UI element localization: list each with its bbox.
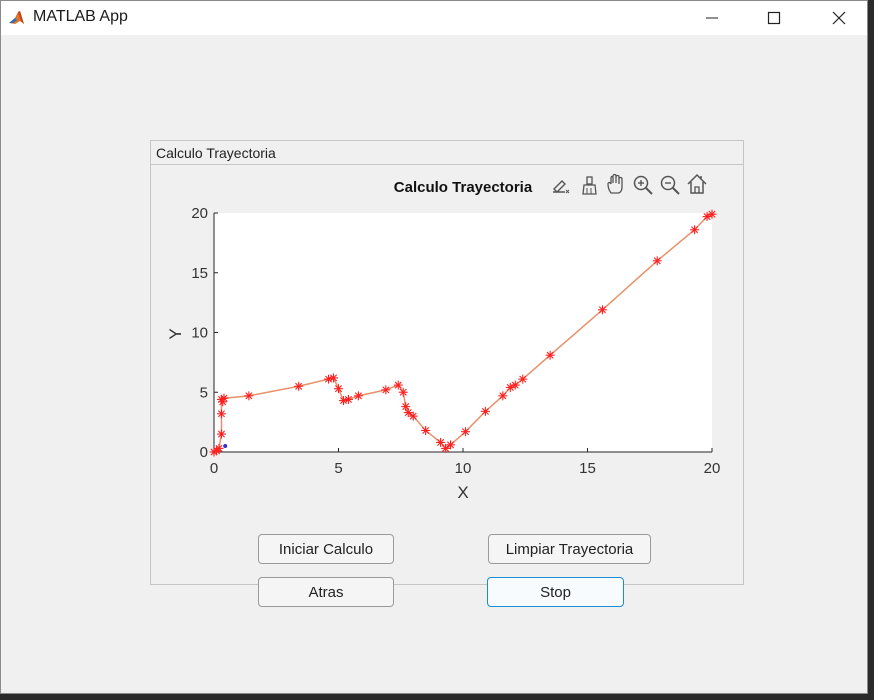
- y-tick-label: 10: [191, 325, 208, 342]
- trajectory-point: [244, 391, 254, 401]
- y-tick-label: 15: [191, 265, 208, 282]
- trajectory-point: [460, 427, 470, 437]
- minimize-button[interactable]: [689, 1, 735, 35]
- data-brush-icon[interactable]: [582, 176, 597, 195]
- trajectory-point: [353, 391, 363, 401]
- y-tick-label: 5: [200, 384, 208, 401]
- atras-button[interactable]: Atras: [258, 577, 394, 607]
- trajectory-point: [381, 385, 391, 395]
- trajectory-point: [518, 374, 528, 384]
- brush-edit-icon[interactable]: [553, 180, 570, 194]
- maximize-icon: [767, 11, 781, 25]
- trajectory-axes[interactable]: Calculo Trayectoria: [151, 166, 743, 501]
- trajectory-point: [343, 394, 353, 404]
- x-tick-label: 20: [704, 460, 721, 477]
- trajectory-point: [219, 393, 229, 403]
- window-title: MATLAB App: [33, 8, 128, 25]
- trajectory-point: [408, 411, 418, 421]
- zoom-out-icon[interactable]: [660, 175, 680, 195]
- x-axis-label: X: [457, 483, 468, 501]
- x-tick-label: 15: [579, 460, 596, 477]
- trajectory-point: [334, 384, 343, 394]
- y-tick-label: 20: [191, 205, 208, 222]
- trajectory-point: [597, 305, 607, 315]
- trajectory-panel: Calculo Trayectoria Calculo Trayectoria: [150, 140, 744, 607]
- trajectory-point: [403, 408, 413, 418]
- trajectory-point: [216, 429, 226, 439]
- title-bar[interactable]: MATLAB App: [1, 1, 867, 35]
- trajectory-point: [690, 225, 700, 235]
- trajectory-point: [446, 440, 456, 450]
- trajectory-point: [436, 437, 446, 447]
- trajectory-point: [707, 209, 717, 219]
- panel-title: Calculo Trayectoria: [151, 141, 743, 165]
- matlab-logo-icon: [9, 11, 24, 24]
- maximize-button[interactable]: [751, 1, 797, 35]
- trajectory-point: [441, 443, 451, 453]
- x-tick-label: 5: [334, 460, 342, 477]
- trajectory-point: [398, 387, 408, 397]
- trajectory-point: [480, 406, 490, 416]
- trajectory-point: [294, 381, 304, 391]
- zoom-in-icon[interactable]: [633, 175, 653, 195]
- axis-ticks: 0 5 10 15 20 0 5 10 15 20: [191, 205, 720, 477]
- iniciar-calculo-button[interactable]: Iniciar Calculo: [258, 534, 394, 564]
- x-tick-label: 0: [210, 460, 218, 477]
- limpiar-trayectoria-button[interactable]: Limpiar Trayectoria: [488, 534, 651, 564]
- trajectory-point: [214, 443, 224, 453]
- close-button[interactable]: [816, 1, 862, 35]
- trajectory-point: [216, 409, 226, 419]
- app-client-area: Calculo Trayectoria Calculo Trayectoria: [1, 35, 867, 693]
- home-icon[interactable]: [687, 173, 707, 194]
- trajectory-point: [421, 425, 431, 435]
- stop-button[interactable]: Stop: [487, 577, 624, 607]
- trajectory-point: [545, 350, 555, 360]
- y-axis-label: Y: [166, 328, 185, 339]
- minimize-icon: [706, 17, 718, 19]
- trajectory-point: [329, 373, 339, 383]
- trajectory-point: [498, 391, 508, 401]
- start-point: [223, 444, 228, 449]
- x-tick-label: 10: [455, 460, 472, 477]
- trajectory-point: [393, 380, 403, 390]
- trajectory-series: [209, 209, 717, 457]
- pan-hand-icon[interactable]: [607, 173, 623, 194]
- trajectory-point: [510, 380, 520, 390]
- trajectory-point: [652, 256, 662, 266]
- axes-title: Calculo Trayectoria: [394, 179, 533, 196]
- close-icon: [832, 11, 846, 25]
- y-tick-label: 0: [200, 444, 208, 461]
- plot-area: [214, 213, 712, 452]
